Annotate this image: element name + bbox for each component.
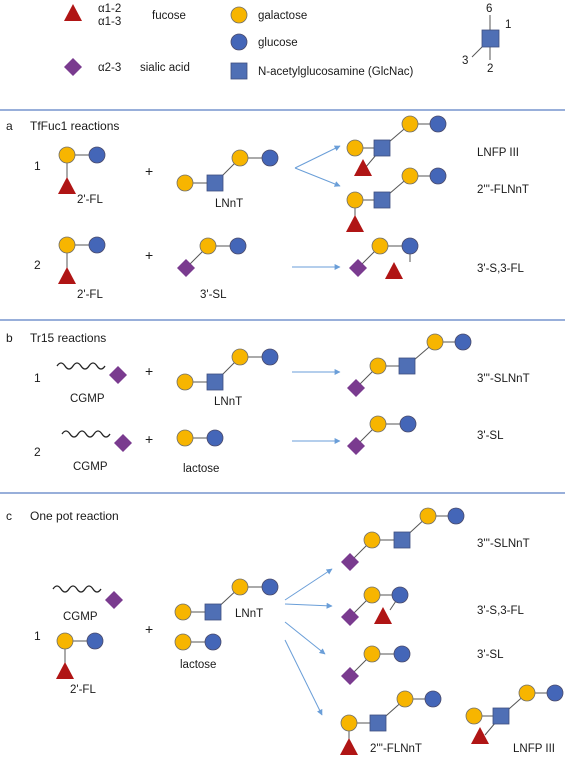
glucose-legend-icon [230, 33, 248, 51]
c-arrow-3 [284, 621, 326, 655]
b-r1-acceptor-glycan [176, 348, 279, 391]
c-plus: + [145, 621, 153, 637]
section-a-title: TfFuc1 reactions [30, 119, 119, 133]
glcnac-position-key-icon [481, 29, 500, 48]
b-r1-product-glycan [347, 333, 472, 397]
c-acceptor-1-glycan [174, 578, 279, 621]
b-r2-donor-label: CGMP [73, 461, 108, 473]
section-a-letter: a [6, 119, 13, 133]
b-r1-donor-label: CGMP [70, 393, 105, 405]
section-b-title: Tr15 reactions [30, 331, 106, 345]
b-r1-plus: + [145, 363, 153, 379]
c-product-1-glycan [341, 507, 465, 571]
a-r2-acceptor-label: 3'-SL [200, 289, 227, 301]
position-3: 3 [462, 55, 468, 67]
c-reaction-number: 1 [34, 629, 41, 643]
a-r1-acceptor-glycan [176, 149, 279, 192]
a-r2-acceptor-glycan [177, 237, 247, 277]
a-reaction-2-number: 2 [34, 258, 41, 272]
a-r1-product-1-label: LNFP III [477, 147, 519, 159]
section-c-title: One pot reaction [30, 509, 119, 523]
section-a: a TfFuc1 reactions 1 2'-FL + LNnT [6, 115, 529, 301]
a-r2-product-glycan [349, 237, 419, 279]
c-product-1-label: 3'''-SLNnT [477, 538, 530, 550]
c-product-2-glycan [341, 586, 409, 626]
position-2: 2 [487, 63, 493, 75]
b-r1-cgmp-peptide [56, 362, 106, 370]
a-r1-acceptor-label: LNnT [215, 198, 243, 210]
a-r2-plus: + [145, 247, 153, 263]
b-r2-product-label: 3'-SL [477, 430, 504, 442]
sialic-acid-legend-icon [64, 58, 82, 76]
c-acceptor-1-label: LNnT [235, 608, 263, 620]
legend-fucose-label: fucose [152, 10, 186, 22]
a-r1-product-2-glycan [346, 167, 447, 232]
legend-galactose-label: galactose [258, 10, 307, 22]
a-r2-donor-glycan [58, 236, 106, 284]
galactose-legend-icon [230, 6, 248, 24]
legend-glucose-label: glucose [258, 37, 298, 49]
a-r1-arrow-2 [294, 167, 341, 187]
c-donor-1-label: CGMP [63, 611, 98, 623]
legend-fucose-link-2: α1-3 [98, 16, 121, 28]
b-reaction-1-number: 1 [34, 371, 41, 385]
b-r2-acceptor-glycan [176, 429, 224, 447]
c-arrow-1 [284, 568, 333, 601]
a-r2-donor-label: 2'-FL [77, 289, 103, 301]
section-c: c One pot reaction 1 CGMP 2'-FL + LNnT [6, 507, 564, 755]
c-cgmp-sialic [105, 591, 123, 609]
b-r2-product-glycan [347, 415, 417, 455]
a-r1-product-2-label: 2'''-FLNnT [477, 184, 529, 196]
b-r2-cgmp-sialic [114, 434, 132, 452]
c-arrow-4 [284, 639, 323, 716]
c-product-5-glycan [465, 684, 564, 744]
a-r1-product-1-glycan [346, 115, 447, 176]
a-r1-arrow-1 [294, 145, 341, 169]
a-r2-product-label: 3'-S,3-FL [477, 263, 525, 275]
legend-sialic-link: α2-3 [98, 62, 121, 74]
c-acceptor-2-glycan [174, 633, 222, 651]
a-reaction-1-number: 1 [34, 159, 41, 173]
b-reaction-2-number: 2 [34, 445, 41, 459]
c-donor-2-label: 2'-FL [70, 684, 96, 696]
a-r1-donor-label: 2'-FL [77, 194, 103, 206]
b-r1-product-label: 3'''-SLNnT [477, 373, 530, 385]
c-product-5-label: LNFP III [513, 743, 555, 755]
legend-sialic-label: sialic acid [140, 62, 190, 74]
legend-glcnac-label: N-acetylglucosamine (GlcNac) [258, 66, 413, 78]
section-c-letter: c [6, 509, 12, 523]
c-product-3-label: 3'-SL [477, 649, 504, 661]
glcnac-legend-icon [230, 62, 248, 80]
c-arrow-2 [284, 602, 333, 609]
fucose-legend-icon [64, 4, 82, 21]
a-r1-donor-glycan [58, 146, 106, 194]
b-r2-cgmp-peptide [61, 430, 111, 438]
b-r2-acceptor-label: lactose [183, 463, 219, 475]
section-b-letter: b [6, 331, 13, 345]
c-product-3-glycan [341, 645, 411, 685]
b-r2-plus: + [145, 431, 153, 447]
b-r1-cgmp-sialic [109, 366, 127, 384]
c-acceptor-2-label: lactose [180, 659, 216, 671]
legend: α1-2 α1-3 fucose α2-3 sialic acid galact… [64, 3, 511, 80]
section-b: b Tr15 reactions 1 CGMP + LNnT [6, 331, 530, 475]
c-product-4-glycan [340, 690, 442, 755]
c-product-2-label: 3'-S,3-FL [477, 605, 525, 617]
legend-fucose-link-1: α1-2 [98, 3, 121, 15]
b-r1-acceptor-label: LNnT [214, 396, 242, 408]
c-product-4-label: 2'''-FLNnT [370, 743, 422, 755]
c-cgmp-peptide [52, 585, 102, 593]
c-donor-2-glycan [56, 632, 104, 679]
a-r1-plus: + [145, 163, 153, 179]
position-1: 1 [505, 19, 511, 31]
position-6: 6 [486, 3, 492, 15]
